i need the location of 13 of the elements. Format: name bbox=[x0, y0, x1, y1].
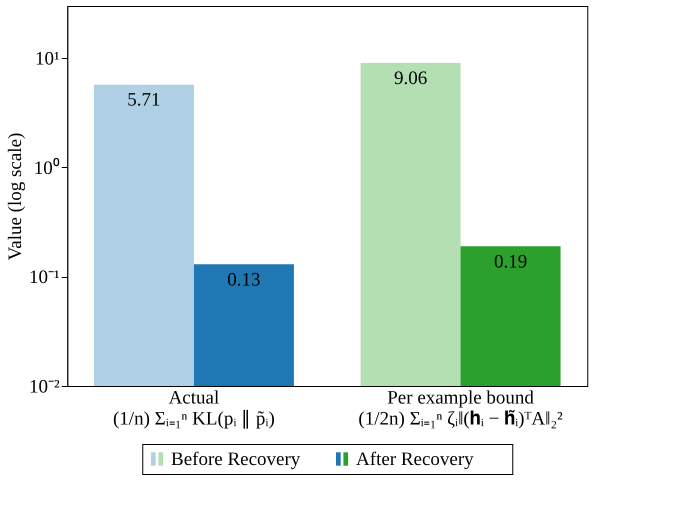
legend-label: Before Recovery bbox=[171, 449, 301, 470]
x-tick-label: Actual (1/n) Σᵢ₌₁ⁿ KL(pᵢ ∥ p̃ᵢ) bbox=[112, 388, 275, 430]
data-label: 9.06 bbox=[394, 68, 428, 89]
data-label: 0.19 bbox=[494, 251, 528, 272]
y-tick-label: 10⁰ bbox=[34, 156, 60, 179]
y-tick-label: 10¹ bbox=[35, 48, 60, 70]
legend-label: After Recovery bbox=[356, 449, 474, 470]
data-label: 5.71 bbox=[127, 90, 161, 111]
y-tick-label: 10⁻² bbox=[29, 376, 60, 398]
y-axis-title: Value (log scale) bbox=[5, 132, 26, 260]
x-tick-label: Per example bound (1/2n) Σᵢ₌₁ⁿ ζᵢ‖(𝐡ᵢ − 𝐡̃ᵢ)ᵀA‖₂² bbox=[358, 388, 564, 430]
y-tick-label: 10⁻¹ bbox=[29, 267, 60, 288]
data-label: 0.13 bbox=[227, 269, 261, 290]
